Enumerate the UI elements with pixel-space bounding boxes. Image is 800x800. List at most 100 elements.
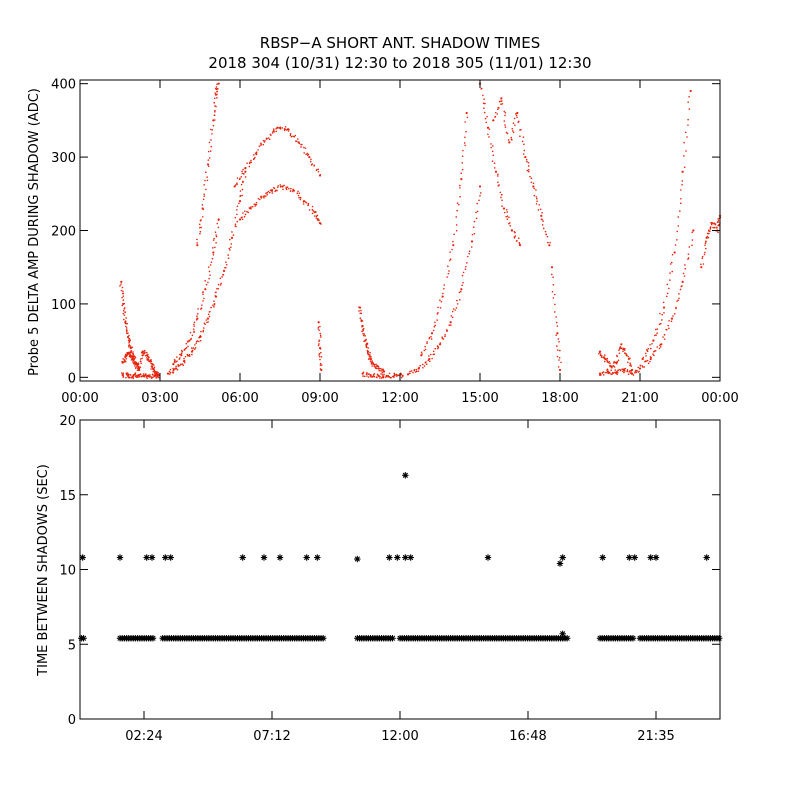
amp-y-tick-label: 400 bbox=[51, 78, 76, 93]
amp-point bbox=[178, 364, 181, 367]
amp-point bbox=[665, 328, 667, 331]
amp-point bbox=[364, 339, 367, 342]
amp-point bbox=[616, 354, 618, 357]
amp-point bbox=[154, 375, 156, 377]
amp-point bbox=[457, 203, 460, 206]
amp-point bbox=[379, 367, 381, 370]
amp-point bbox=[630, 365, 633, 367]
amp-point bbox=[238, 202, 240, 205]
amp-point bbox=[375, 367, 378, 370]
amp-point bbox=[139, 358, 142, 360]
amp-y-tick-label: 300 bbox=[51, 151, 76, 166]
amp-point bbox=[199, 230, 202, 233]
amp-point bbox=[242, 180, 244, 183]
amp-point bbox=[222, 269, 226, 272]
amp-point bbox=[175, 365, 177, 368]
amp-point bbox=[382, 375, 385, 378]
amp-point bbox=[669, 279, 671, 281]
gap-point bbox=[314, 554, 321, 561]
amp-point bbox=[147, 355, 150, 358]
amp-point bbox=[529, 175, 531, 178]
amp-point bbox=[169, 371, 172, 374]
amp-x-tick-label: 09:00 bbox=[301, 391, 338, 406]
amp-point bbox=[533, 187, 535, 190]
amp-point bbox=[370, 363, 373, 365]
amp-point bbox=[198, 340, 200, 343]
amp-point bbox=[406, 373, 410, 376]
amp-point bbox=[517, 237, 520, 240]
amp-point bbox=[121, 372, 123, 374]
amp-point bbox=[413, 369, 416, 372]
amp-point bbox=[318, 219, 320, 222]
amp-point bbox=[492, 154, 495, 157]
amp-point bbox=[231, 231, 233, 233]
amp-point bbox=[500, 196, 502, 199]
amp-point bbox=[142, 373, 145, 375]
amp-point bbox=[214, 109, 216, 112]
amp-point bbox=[511, 139, 513, 141]
amp-point bbox=[510, 136, 513, 139]
amp-point bbox=[214, 246, 216, 249]
amp-point bbox=[483, 111, 486, 114]
amp-point bbox=[456, 299, 458, 302]
amp-point bbox=[366, 349, 369, 352]
figure-title: RBSP−A SHORT ANT. SHADOW TIMES bbox=[260, 34, 540, 52]
amp-point bbox=[268, 191, 271, 194]
amp-point bbox=[415, 368, 418, 371]
amp-point bbox=[506, 215, 509, 217]
amp-point bbox=[393, 374, 396, 377]
amp-point bbox=[471, 233, 474, 236]
amp-point bbox=[666, 292, 669, 295]
amp-point bbox=[650, 356, 652, 359]
amp-point bbox=[125, 357, 128, 360]
amp-point bbox=[513, 236, 516, 238]
amp-point bbox=[319, 358, 321, 361]
amp-point bbox=[188, 339, 191, 342]
amp-point bbox=[150, 360, 153, 363]
amp-point bbox=[478, 199, 480, 202]
amp-point bbox=[656, 328, 659, 330]
amp-point bbox=[315, 168, 318, 171]
amp-point bbox=[381, 371, 384, 374]
amp-point bbox=[151, 363, 154, 365]
amp-point bbox=[203, 195, 206, 197]
gap-data-points bbox=[78, 472, 723, 642]
amp-point bbox=[494, 111, 497, 114]
amp-point bbox=[148, 375, 151, 378]
amp-point bbox=[243, 173, 245, 175]
amp-point bbox=[178, 358, 181, 360]
amp-point bbox=[486, 115, 488, 118]
amp-point bbox=[701, 255, 704, 258]
amp-point bbox=[225, 261, 227, 263]
amp-point bbox=[177, 364, 179, 366]
amp-point bbox=[193, 323, 195, 326]
amp-point bbox=[620, 343, 623, 346]
amp-point bbox=[428, 360, 431, 363]
amp-point bbox=[599, 353, 602, 355]
amp-point bbox=[485, 121, 488, 124]
amp-point bbox=[433, 353, 436, 356]
amp-point bbox=[658, 323, 661, 326]
amp-point bbox=[254, 205, 256, 207]
amp-point bbox=[542, 227, 545, 230]
gap-point bbox=[564, 635, 571, 642]
amp-point bbox=[655, 334, 657, 336]
amp-point bbox=[234, 223, 237, 226]
amp-point bbox=[137, 368, 140, 372]
amp-point bbox=[519, 129, 521, 131]
amp-point bbox=[663, 311, 665, 314]
amp-point bbox=[305, 153, 307, 156]
amp-point bbox=[205, 171, 207, 174]
amp-point bbox=[449, 259, 451, 262]
amp-point bbox=[377, 365, 380, 368]
amp-x-tick-label: 12:00 bbox=[381, 391, 418, 406]
amp-point bbox=[635, 371, 638, 374]
amp-point bbox=[319, 364, 322, 366]
amp-point bbox=[459, 187, 461, 189]
amp-point bbox=[311, 212, 314, 215]
gap-point bbox=[703, 554, 710, 561]
amp-point bbox=[371, 365, 373, 367]
amp-point bbox=[553, 311, 556, 313]
amp-point bbox=[320, 336, 322, 338]
amp-point bbox=[380, 373, 382, 375]
